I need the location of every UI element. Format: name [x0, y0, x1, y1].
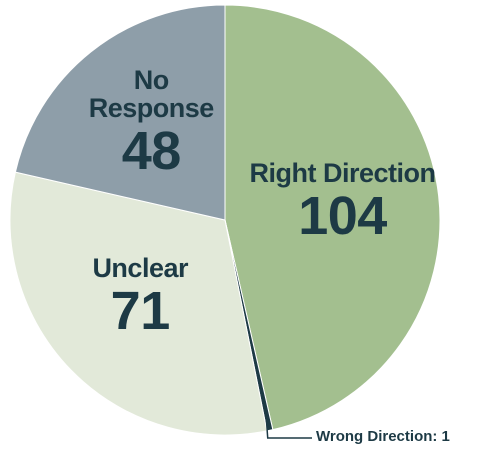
- slice-label: Right Direction 104: [243, 159, 443, 245]
- value-label: : 1: [432, 428, 450, 445]
- slice-label: No Response 48: [86, 66, 216, 180]
- callout-label: Wrong Direction: 1: [316, 428, 450, 445]
- category-label: Unclear: [92, 253, 188, 284]
- leader-line: [264, 410, 312, 439]
- pie-slice: [14, 4, 226, 221]
- value-label: 71: [110, 281, 171, 342]
- slice-label: Unclear 71: [40, 254, 240, 340]
- category-label: Wrong Direction: [316, 428, 433, 445]
- pie-slice: [224, 4, 441, 431]
- pie-slice: [9, 171, 268, 436]
- category-label: Right Direction: [249, 157, 437, 188]
- category-label: No Response: [88, 64, 215, 123]
- value-label: 104: [298, 185, 387, 246]
- value-label: 48: [121, 120, 182, 181]
